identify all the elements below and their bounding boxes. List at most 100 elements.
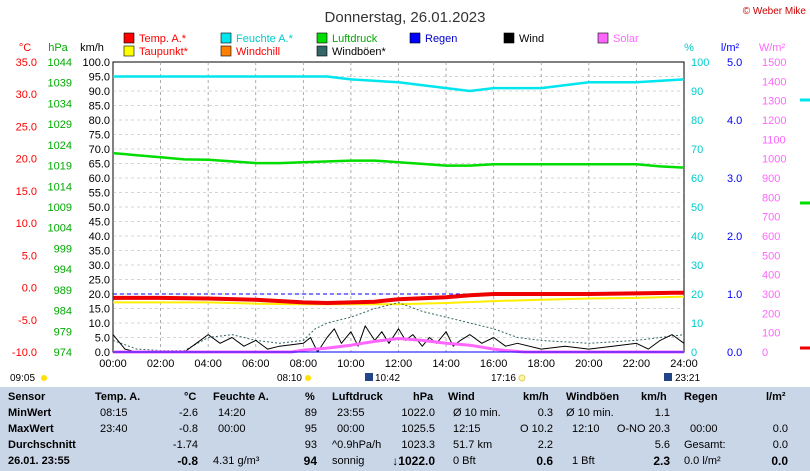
pressure-tick-label: 984: [54, 306, 72, 318]
stats-table: Sensor MinWert MaxWert Durchschnitt 26.0…: [0, 387, 810, 471]
humidity-tick-label: 90: [691, 86, 703, 98]
pressure-avg: 1023.3: [401, 439, 435, 451]
gust-current: 2.3: [653, 454, 670, 468]
pressure-current: ↓1022.0: [392, 454, 435, 468]
humidity-tick-label: 10: [691, 318, 703, 330]
wind-tick-label: 85.0: [89, 101, 110, 113]
timeline-left-label: 09:05: [10, 373, 35, 384]
gust-max: O-NO 20.3: [616, 423, 670, 435]
temp-min-time: 08:15: [100, 407, 128, 419]
wind-header: Wind: [448, 391, 475, 403]
wind-distance: 51.7 km: [453, 439, 493, 451]
pressure-tick-label: 1014: [48, 181, 72, 193]
gust-header: Windböen: [566, 391, 620, 403]
sunrise-icon: [305, 375, 311, 381]
temp-tick-label: 20.0: [16, 154, 37, 166]
pressure-tick-label: 1044: [48, 57, 72, 69]
wind-avg: 2.2: [537, 439, 553, 451]
x-tick-label: 14:00: [432, 358, 460, 370]
series-line-wind: [112, 325, 685, 353]
legend-swatch: [220, 45, 232, 57]
rain-total: 0.0: [772, 439, 788, 451]
pressure-header: Luftdruck: [332, 391, 383, 403]
legend-swatch: [316, 32, 328, 44]
legend-swatch: [220, 32, 232, 44]
timeline: 09:05 08:10 10:42 17:16 23:21: [10, 373, 700, 384]
axis-units: °C hPa km/h % l/m² W/m²: [19, 42, 786, 54]
humidity-max-time: 00:00: [218, 423, 246, 435]
wind-tick-label: 20.0: [89, 289, 110, 301]
temp-tick-label: 25.0: [16, 121, 37, 133]
humidity-min: 89: [304, 407, 317, 419]
x-tick-label: 20:00: [575, 358, 603, 370]
gust-max-time: 12:10: [572, 423, 600, 435]
humidity-tick-label: 0: [691, 347, 697, 359]
solar-tick-label: 1300: [762, 96, 786, 108]
solar-tick-label: 1400: [762, 76, 786, 88]
solar-tick-label: 700: [762, 212, 780, 224]
pressure-tick-label: 1039: [48, 78, 72, 90]
gust-avg: 5.6: [654, 439, 670, 451]
wind-tick-label: 25.0: [89, 275, 110, 287]
temp-tick-label: 30.0: [16, 89, 37, 101]
legend-label: Wind: [519, 33, 544, 45]
solar-tick-label: 800: [762, 192, 780, 204]
pressure-tick-label: 1009: [48, 202, 72, 214]
gust-min: 1.1: [654, 407, 670, 419]
pressure-tick-label: 999: [54, 243, 72, 255]
row-label-max: MaxWert: [8, 423, 54, 435]
wind-tick-label: 10.0: [89, 318, 110, 330]
humidity-min-time: 14:20: [218, 407, 246, 419]
pressure-tick-label: 974: [54, 347, 72, 359]
gust-beaufort: 1 Bft: [572, 455, 595, 467]
solar-tick-label: 1000: [762, 154, 786, 166]
rain-tick-label: 5.0: [727, 57, 742, 69]
solar-tick-label: 600: [762, 231, 780, 243]
solar-tick-label: 500: [762, 250, 780, 262]
legend-label: Windchill: [236, 46, 280, 58]
wind-tick-label: 100.0: [82, 57, 110, 69]
pressure-min-time: 23:55: [337, 407, 365, 419]
temp-tick-label: -5.0: [18, 315, 37, 327]
rain-unit-header: l/m²: [766, 391, 786, 403]
solar-tick-label: 400: [762, 270, 780, 282]
x-tick-label: 18:00: [527, 358, 555, 370]
wind-tick-label: 30.0: [89, 260, 110, 272]
temp-avg: -1.74: [172, 439, 198, 451]
temp-tick-label: 10.0: [16, 218, 37, 230]
pressure-tick-label: 1034: [48, 98, 72, 110]
rain-rate: 0.0 l/m²: [684, 455, 721, 467]
solar-tick-label: 300: [762, 289, 780, 301]
temp-max: -0.8: [179, 423, 198, 435]
pressure-tick-label: 1029: [48, 119, 72, 131]
pressure-max: 1025.5: [401, 423, 435, 435]
humidity-avg: 93: [304, 439, 317, 451]
humidity-max: 95: [304, 423, 317, 435]
legend-label: Regen: [425, 33, 457, 45]
wind-tick-label: 0.0: [95, 347, 110, 359]
solar-tick-label: 1500: [762, 57, 786, 69]
legend-swatch: [316, 45, 328, 57]
weather-chart: Donnerstag, 26.01.2023 © Weber Mike Temp…: [10, 6, 810, 384]
wind-max: O 10.2: [519, 423, 553, 435]
series-line-windben: [112, 302, 685, 352]
wind-tick-label: 35.0: [89, 246, 110, 258]
legend-swatch: [123, 32, 135, 44]
wind-tick-label: 70.0: [89, 144, 110, 156]
row-label-current: 26.01. 23:55: [8, 455, 70, 467]
temp-header: Temp. A.: [95, 391, 141, 403]
humidity-tick-label: 50: [691, 202, 703, 214]
pressure-trend: ^0.9hPa/h: [332, 439, 382, 451]
wind-min-label: Ø 10 min.: [453, 407, 501, 419]
wind-tick-label: 75.0: [89, 130, 110, 142]
solar-tick-label: 900: [762, 173, 780, 185]
moonset-icon: [664, 373, 672, 381]
rain-max-time: 00:00: [690, 423, 718, 435]
humidity-absolute: 4.31 g/m³: [213, 455, 260, 467]
wind-tick-label: 40.0: [89, 231, 110, 243]
gust-min-label: Ø 10 min.: [566, 407, 614, 419]
wind-max-time: 12:15: [453, 423, 481, 435]
wind-beaufort: 0 Bft: [453, 455, 476, 467]
temp-tick-label: -10.0: [12, 347, 37, 359]
wind-min: 0.3: [537, 407, 553, 419]
